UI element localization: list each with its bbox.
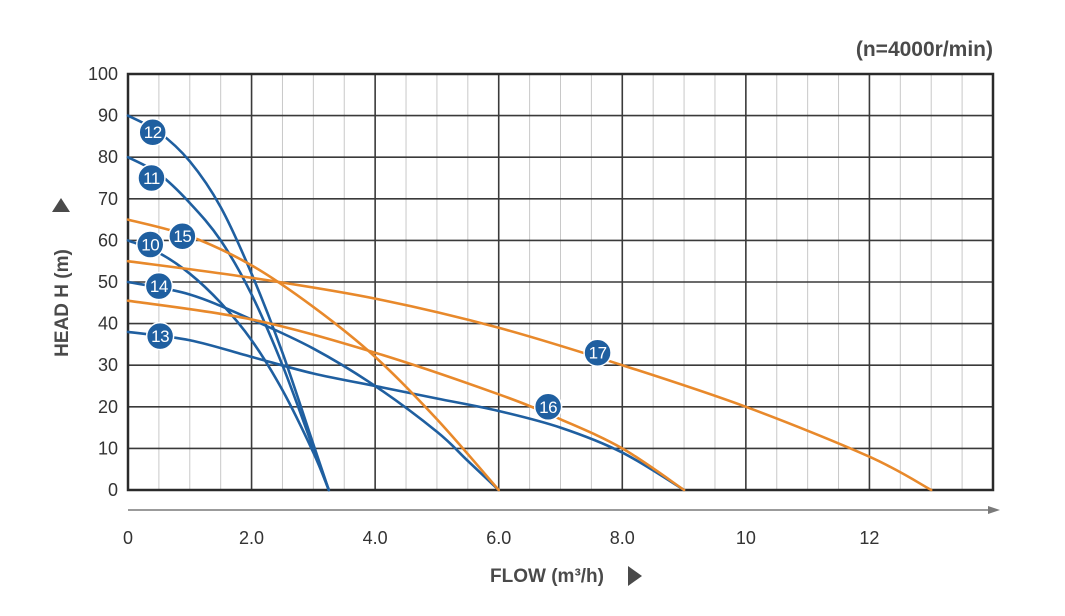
x-axis-title: FLOW (m³/h) <box>490 566 604 587</box>
y-tick-label: 10 <box>98 438 118 458</box>
y-tick-label: 70 <box>98 189 118 209</box>
series-badge-label: 15 <box>173 227 191 246</box>
series-badges: 12 11 10 14 13 15 16 17 <box>135 117 612 422</box>
series-badge-14: 14 <box>144 271 174 301</box>
series-badge-circle <box>583 338 612 367</box>
tick-labels: 0 2.0 4.0 6.0 8.0 10 12 0 10 20 30 40 50 60 70 80 90 100 <box>88 64 879 548</box>
series-badge-label: 12 <box>144 123 162 142</box>
chart-title: (n=4000r/min) <box>856 38 993 61</box>
y-tick-label: 50 <box>98 272 118 292</box>
series-badge-circle <box>135 230 165 259</box>
y-tick-label: 20 <box>98 397 118 417</box>
series-badge-15: 15 <box>168 221 197 251</box>
x-tick-label: 12 <box>859 528 879 548</box>
x-axis-arrowhead <box>988 506 1000 514</box>
series-badge-12: 12 <box>138 117 167 147</box>
series-curve-10 <box>126 239 331 492</box>
x-tick-label: 4.0 <box>363 528 388 548</box>
x-tick-label: 0 <box>123 528 133 548</box>
series-badge-13: 13 <box>145 321 175 351</box>
series-badge-circle <box>533 392 563 422</box>
series-curve-17 <box>126 259 933 492</box>
series-badge-11: 11 <box>137 163 166 193</box>
series-badge-circle <box>145 321 175 351</box>
series-badge-label: 14 <box>150 277 168 296</box>
series-badge-label: 13 <box>151 327 169 346</box>
series-badge-circle <box>144 271 174 301</box>
series-curve-14 <box>126 280 501 492</box>
series-curve-16 <box>126 299 686 492</box>
series-curve-13 <box>126 330 686 492</box>
series-badge-label: 11 <box>143 169 160 188</box>
y-axis-title-arrow-icon <box>52 198 70 212</box>
major-gridlines <box>126 72 995 492</box>
x-tick-label: 8.0 <box>610 528 635 548</box>
x-tick-label: 10 <box>736 528 756 548</box>
y-tick-label: 0 <box>108 480 118 500</box>
series-badge-circle <box>168 221 197 251</box>
y-tick-label: 60 <box>98 230 118 250</box>
series-badge-label: 10 <box>141 236 159 255</box>
y-tick-label: 100 <box>88 64 118 84</box>
x-tick-label: 2.0 <box>239 528 264 548</box>
series-badge-label: 16 <box>539 398 557 417</box>
y-tick-label: 80 <box>98 147 118 167</box>
y-tick-label: 90 <box>98 106 118 126</box>
series-badge-16: 16 <box>533 392 563 422</box>
series-badge-10: 10 <box>135 230 165 259</box>
x-axis-title-arrow-icon <box>628 566 642 586</box>
y-tick-label: 40 <box>98 314 118 334</box>
x-tick-label: 6.0 <box>486 528 511 548</box>
series-badge-circle <box>137 163 166 193</box>
series-badge-circle <box>138 117 167 147</box>
series-badge-label: 17 <box>589 344 607 363</box>
y-tick-label: 30 <box>98 355 118 375</box>
series-badge-17: 17 <box>583 338 612 367</box>
y-axis-title: HEAD H (m) <box>52 249 73 357</box>
